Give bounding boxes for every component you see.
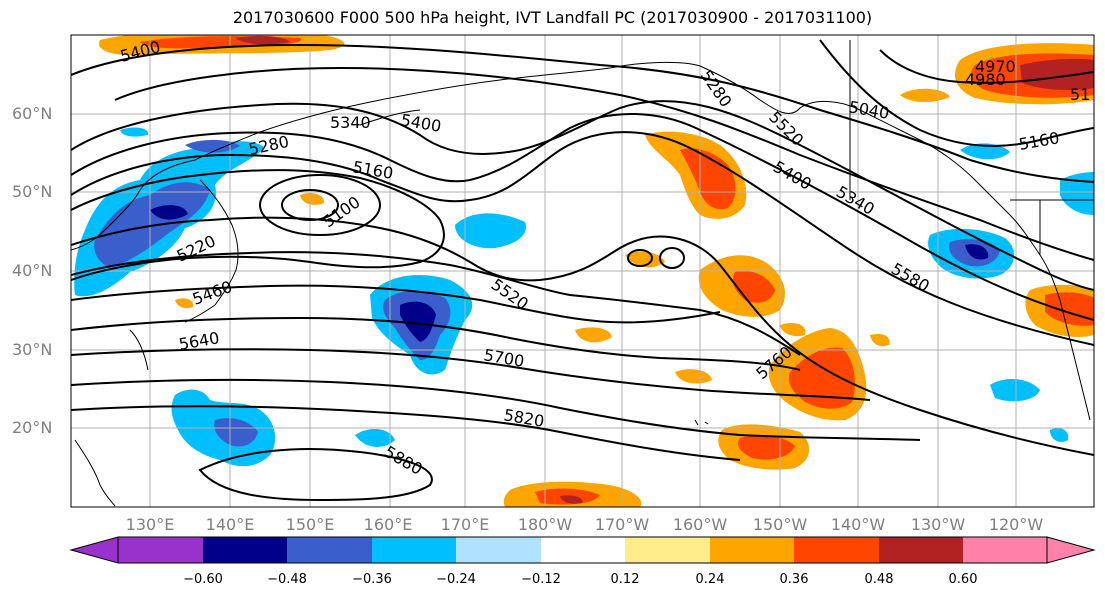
colorbar-bin — [541, 537, 625, 563]
lat-label: 20°N — [12, 418, 53, 437]
colorbar-bin — [372, 537, 456, 563]
colorbar-tick: 0.24 — [695, 572, 725, 587]
colorbar-tick: 0.48 — [864, 572, 894, 587]
lat-label: 30°N — [12, 340, 53, 359]
colorbar-extend-low — [69, 536, 119, 564]
colorbar-bin — [625, 537, 710, 563]
lon-label: 170°W — [594, 515, 650, 534]
contour-label: 51 — [1070, 85, 1090, 104]
colorbar-extend-high — [1046, 536, 1096, 564]
lat-label: 40°N — [12, 261, 53, 280]
lon-label: 140°E — [205, 515, 255, 534]
colorbar — [69, 536, 1096, 564]
lon-label: 150°E — [285, 515, 335, 534]
colorbar-tick: −0.48 — [267, 572, 307, 587]
lon-label: 170°E — [440, 515, 490, 534]
colorbar-bin — [710, 537, 794, 563]
lon-label: 160°E — [363, 515, 413, 534]
height-contours — [71, 39, 1094, 502]
colorbar-tick: 0.12 — [610, 572, 640, 587]
colorbar-bin — [287, 537, 372, 563]
lat-label: 60°N — [12, 104, 53, 123]
colorbar-bin — [963, 537, 1047, 563]
colorbar-bin — [456, 537, 541, 563]
lon-label: 180°W — [517, 515, 573, 534]
colorbar-tick: 0.60 — [948, 572, 978, 587]
lon-label: 120°W — [988, 515, 1044, 534]
colorbar-bin — [879, 537, 963, 563]
colorbar-tick: −0.60 — [183, 572, 223, 587]
lat-label: 50°N — [12, 182, 53, 201]
contour-label: 4980 — [965, 70, 1006, 89]
colorbar-bin — [794, 537, 879, 563]
colorbar-bin — [118, 537, 203, 563]
colorbar-bin — [203, 537, 287, 563]
colorbar-tick: 0.36 — [779, 572, 809, 587]
graticule — [71, 35, 1094, 507]
map-frame — [70, 34, 1095, 508]
colorbar-tick: −0.24 — [436, 572, 476, 587]
lon-label: 160°W — [672, 515, 728, 534]
lon-label: 130°W — [910, 515, 966, 534]
contour-label: 5340 — [330, 113, 371, 132]
contour-label: 4970 — [975, 57, 1016, 76]
map-title: 2017030600 F000 500 hPa height, IVT Land… — [232, 8, 873, 27]
colorbar-tick: −0.12 — [521, 572, 561, 587]
lon-label: 140°W — [830, 515, 886, 534]
lon-label: 130°E — [125, 515, 175, 534]
lon-label: 150°W — [752, 515, 808, 534]
colorbar-tick: −0.36 — [352, 572, 392, 587]
